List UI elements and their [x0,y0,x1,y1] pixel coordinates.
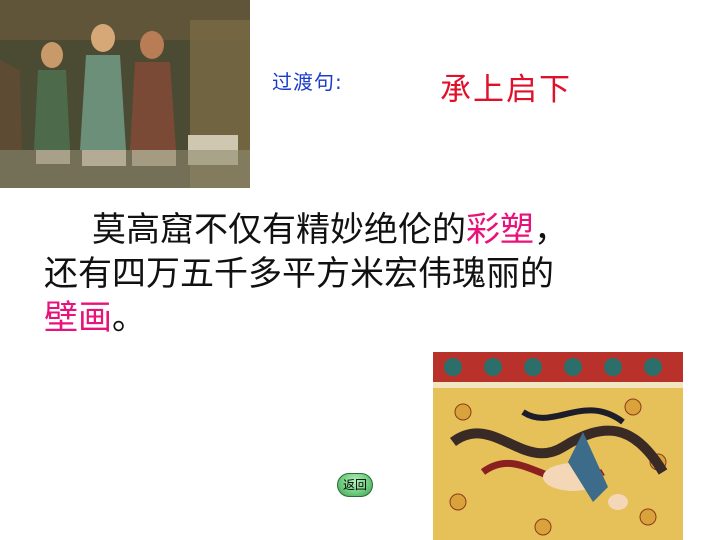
paragraph-line-3-punct: 。 [112,298,146,338]
highlight-painted-sculpture: 彩塑 [466,210,534,250]
main-paragraph: 莫高窟不仅有精妙绝伦的彩塑， 还有四万五千多平方米宏伟瑰丽的 壁画。 [44,208,664,340]
highlight-mural: 壁画 [44,298,112,338]
mural-image [433,352,683,540]
paragraph-line-1-punct: ， [534,210,568,250]
cave-statues-image [0,0,250,188]
paragraph-line-1-text: 莫高窟不仅有精妙绝伦的 [92,210,466,250]
transition-answer: 承上启下 [440,72,572,108]
back-button[interactable]: 返回 [337,473,373,497]
paragraph-line-1: 莫高窟不仅有精妙绝伦的彩塑， [44,208,664,252]
paragraph-line-3: 壁画。 [44,296,664,340]
transition-sentence-label: 过渡句: [272,70,343,94]
paragraph-line-2: 还有四万五千多平方米宏伟瑰丽的 [44,254,554,294]
